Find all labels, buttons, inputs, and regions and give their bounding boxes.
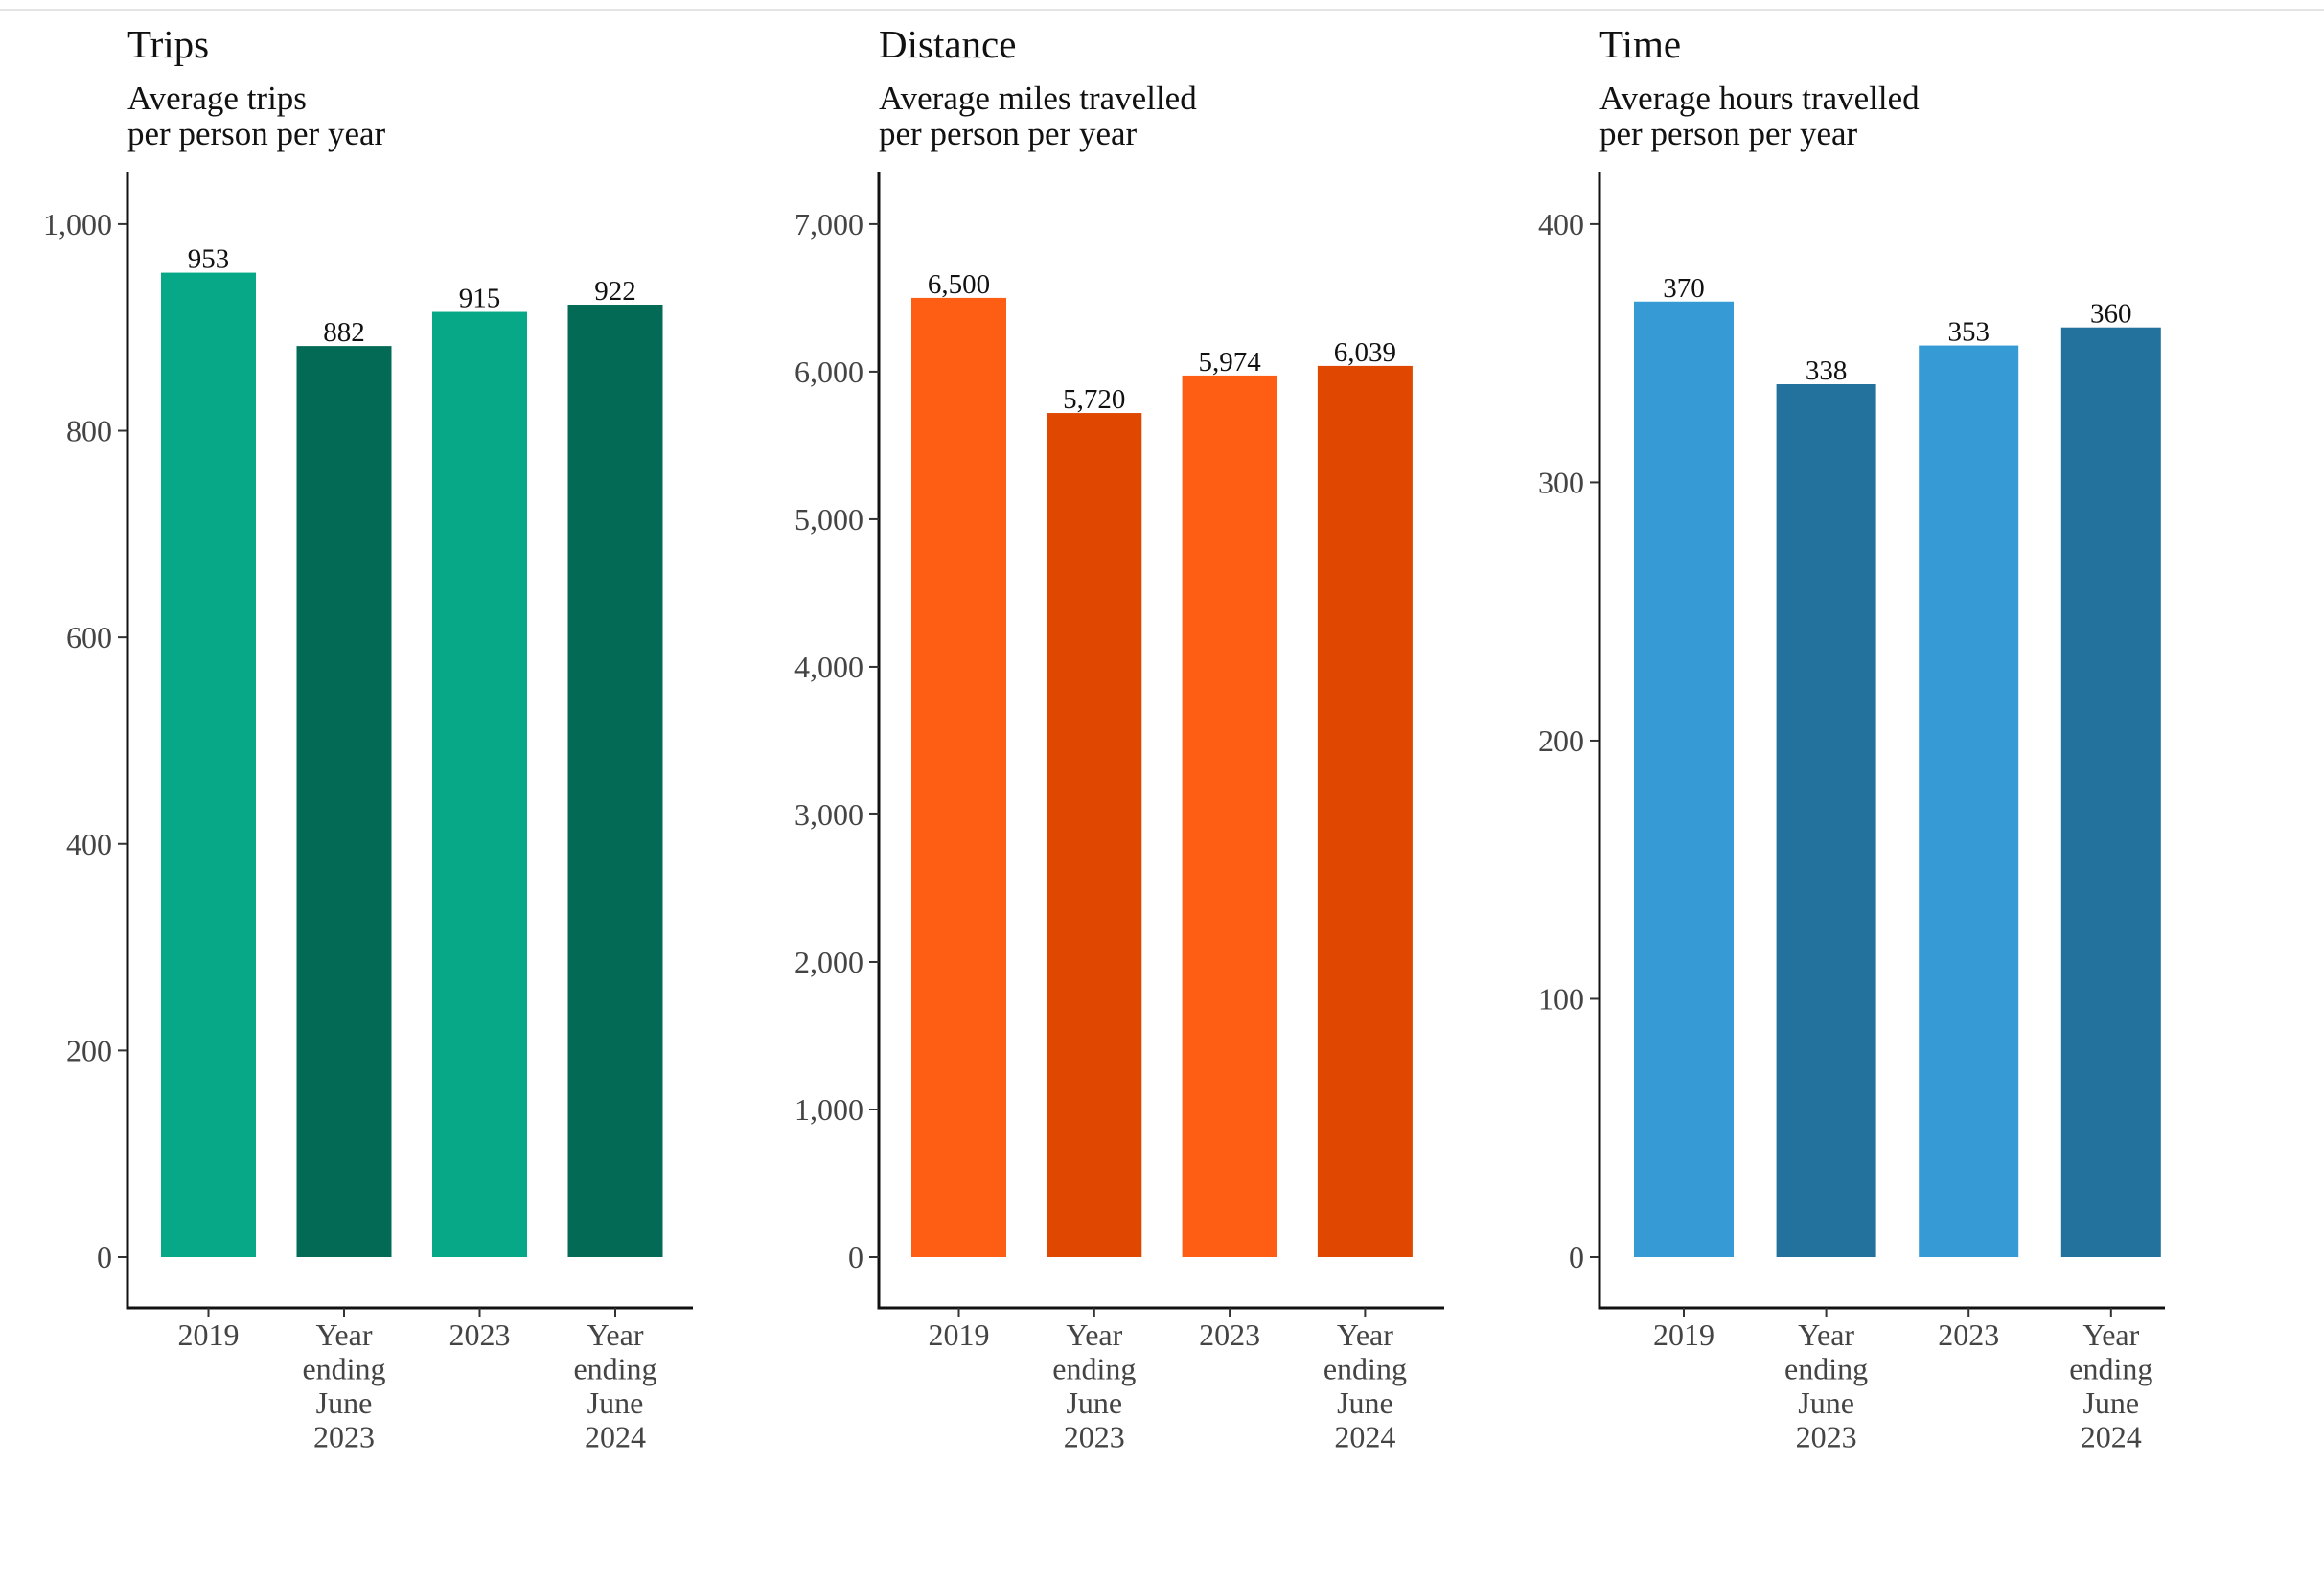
distance-chart-subtitle-line: per person per year	[879, 115, 1138, 152]
trips-x-category-label: 2023	[449, 1317, 511, 1352]
time-bar-value-label: 370	[1663, 273, 1705, 304]
trips-y-tick-label: 200	[66, 1033, 112, 1067]
trips-x-category-label-line: June	[587, 1385, 644, 1420]
time-y-tick-label: 300	[1538, 465, 1584, 499]
distance-bar	[1317, 365, 1413, 1257]
time-x-category-label-line: 2023	[1796, 1420, 1857, 1454]
distance-x-category-label-line: 2024	[1334, 1420, 1395, 1454]
distance-y-tick-label: 4,000	[794, 650, 863, 684]
trips-x-category-label-line: 2023	[449, 1317, 511, 1352]
distance-y-tick-label: 0	[848, 1240, 863, 1274]
distance-y-tick-label: 7,000	[794, 207, 863, 241]
trips-bar-value-label: 882	[323, 317, 365, 348]
distance-y-tick-label: 5,000	[794, 502, 863, 537]
trips-bar-value-label: 922	[594, 276, 636, 307]
trips-x-category-label-line: 2019	[178, 1317, 240, 1352]
distance-x-category-label-line: 2019	[929, 1317, 990, 1352]
time-bar	[2060, 327, 2161, 1257]
time-x-category-label-line: June	[2082, 1385, 2139, 1420]
trips-bar-value-label: 915	[459, 284, 501, 314]
distance-chart-subtitle-line: Average miles travelled	[879, 80, 1197, 117]
time-y-tick-label: 0	[1569, 1240, 1584, 1274]
trips-chart-title: Trips	[127, 22, 209, 66]
time-bar	[1919, 345, 2019, 1258]
distance-bar-value-label: 5,720	[1063, 384, 1125, 415]
trips-chart-subtitle-line: Average trips	[127, 80, 307, 117]
trips-bar-value-label: 953	[188, 244, 230, 275]
distance-x-category-label-line: Year	[1337, 1317, 1393, 1352]
trips-bar	[161, 272, 256, 1258]
trips-chart-subtitle-line: per person per year	[127, 115, 386, 152]
distance-chart-title: Distance	[879, 22, 1016, 66]
distance-bar-value-label: 5,974	[1198, 347, 1261, 378]
trips-bar	[296, 346, 392, 1257]
distance-x-category-label-line: Year	[1066, 1317, 1122, 1352]
time-x-category-label-line: 2024	[2081, 1420, 2142, 1454]
trips-y-tick-label: 600	[66, 620, 112, 654]
distance-bar	[911, 297, 1006, 1257]
distance-x-category-label: Year ending June 2023	[1052, 1317, 1136, 1454]
time-y-tick-label: 200	[1538, 723, 1584, 758]
distance-x-category-label-line: 2023	[1064, 1420, 1125, 1454]
time-bar-value-label: 338	[1806, 355, 1848, 386]
time-x-category-label-line: ending	[1784, 1352, 1868, 1386]
trips-y-tick-label: 1,000	[43, 207, 112, 241]
trips-y-tick-label: 800	[66, 414, 112, 448]
distance-bar	[1047, 413, 1142, 1257]
time-x-category-label-line: 2023	[1938, 1317, 1999, 1352]
distance-x-category-label-line: ending	[1323, 1352, 1407, 1386]
time-x-category-label-line: ending	[2069, 1352, 2152, 1386]
distance-y-tick-label: 6,000	[794, 355, 863, 389]
distance-bar-value-label: 6,500	[928, 269, 990, 300]
distance-x-category-label: Year ending June 2024	[1323, 1317, 1407, 1454]
time-x-category-label-line: Year	[1798, 1317, 1854, 1352]
time-bar-value-label: 360	[2090, 299, 2132, 330]
time-chart-title: Time	[1599, 22, 1681, 66]
trips-x-category-label-line: ending	[302, 1352, 385, 1386]
distance-y-tick-label: 1,000	[794, 1092, 863, 1127]
time-bar-value-label: 353	[1947, 317, 1990, 348]
distance-bar	[1182, 375, 1277, 1257]
time-chart-subtitle-line: per person per year	[1599, 115, 1858, 152]
trips-x-category-label: Year ending June 2023	[302, 1317, 385, 1454]
trips-x-category-label-line: 2023	[313, 1420, 375, 1454]
time-x-category-label-line: June	[1798, 1385, 1854, 1420]
distance-x-category-label-line: June	[1066, 1385, 1122, 1420]
time-x-category-label: 2023	[1938, 1317, 1999, 1352]
top-divider-line	[0, 9, 2324, 11]
trips-x-category-label-line: June	[316, 1385, 373, 1420]
distance-x-category-label-line: June	[1337, 1385, 1393, 1420]
time-bar	[1634, 301, 1734, 1257]
trips-x-category-label: 2019	[178, 1317, 240, 1352]
distance-x-category-label: 2023	[1199, 1317, 1260, 1352]
distance-y-tick-label: 3,000	[794, 797, 863, 832]
trips-bar	[432, 311, 527, 1257]
distance-x-category-label: 2019	[929, 1317, 990, 1352]
trips-x-category-label-line: ending	[573, 1352, 656, 1386]
trips-y-tick-label: 0	[97, 1240, 112, 1274]
time-x-category-label-line: 2019	[1653, 1317, 1714, 1352]
time-chart-subtitle-line: Average hours travelled	[1599, 80, 1920, 117]
trips-x-category-label-line: 2024	[585, 1420, 646, 1454]
distance-x-category-label-line: ending	[1052, 1352, 1136, 1386]
distance-y-tick-label: 2,000	[794, 945, 863, 979]
trips-y-tick-label: 400	[66, 827, 112, 861]
distance-x-category-label-line: 2023	[1199, 1317, 1260, 1352]
time-x-category-label: Year ending June 2023	[1784, 1317, 1868, 1454]
trips-x-category-label-line: Year	[587, 1317, 644, 1352]
trips-x-category-label: Year ending June 2024	[573, 1317, 656, 1454]
time-x-category-label: Year ending June 2024	[2069, 1317, 2152, 1454]
time-y-tick-label: 100	[1538, 981, 1584, 1016]
time-bar	[1776, 384, 1876, 1257]
trips-x-category-label-line: Year	[316, 1317, 373, 1352]
time-x-category-label: 2019	[1653, 1317, 1714, 1352]
trips-bar	[567, 304, 663, 1257]
time-y-tick-label: 400	[1538, 207, 1584, 241]
time-x-category-label-line: Year	[2082, 1317, 2139, 1352]
distance-bar-value-label: 6,039	[1334, 337, 1396, 368]
